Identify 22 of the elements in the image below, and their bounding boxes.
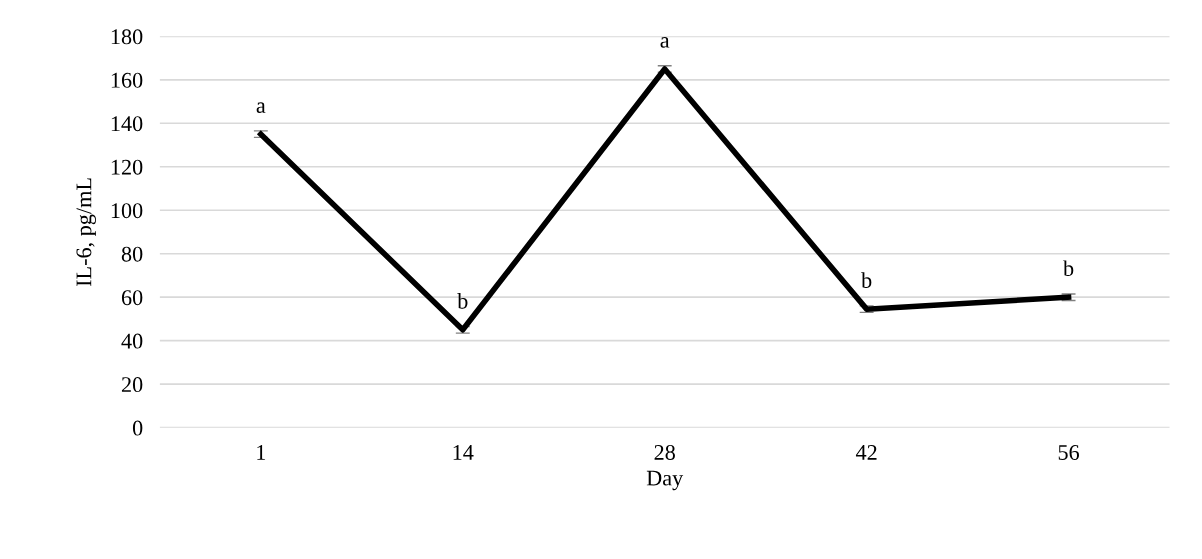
x-tick-label: 14 (453, 445, 474, 460)
y-tick-label: 100 (111, 203, 143, 219)
y-tick-label: 180 (111, 29, 143, 45)
y-tick-label: 0 (132, 420, 143, 436)
y-tick-label: 80 (121, 246, 143, 262)
annotation: a (660, 37, 670, 48)
y-tick-label: 120 (111, 159, 143, 175)
x-tick-label: 1 (257, 445, 266, 460)
y-tick-label: 140 (111, 116, 143, 132)
x-axis-title: Day (646, 470, 684, 491)
x-tick-label: 28 (654, 444, 675, 460)
y-tick-label: 60 (121, 290, 143, 306)
x-tick-label: 42 (855, 445, 877, 460)
y-tick-label: 20 (121, 377, 143, 393)
x-tick-label: 56 (1058, 445, 1080, 460)
annotation: a (256, 102, 266, 113)
y-tick-label: 160 (111, 72, 143, 88)
y-tick-label: 40 (121, 333, 143, 349)
annotation: b (861, 272, 872, 288)
y-axis-title: IL-6, pg/mL (76, 178, 96, 287)
annotation: b (1063, 260, 1074, 277)
annotation: b (457, 292, 468, 309)
